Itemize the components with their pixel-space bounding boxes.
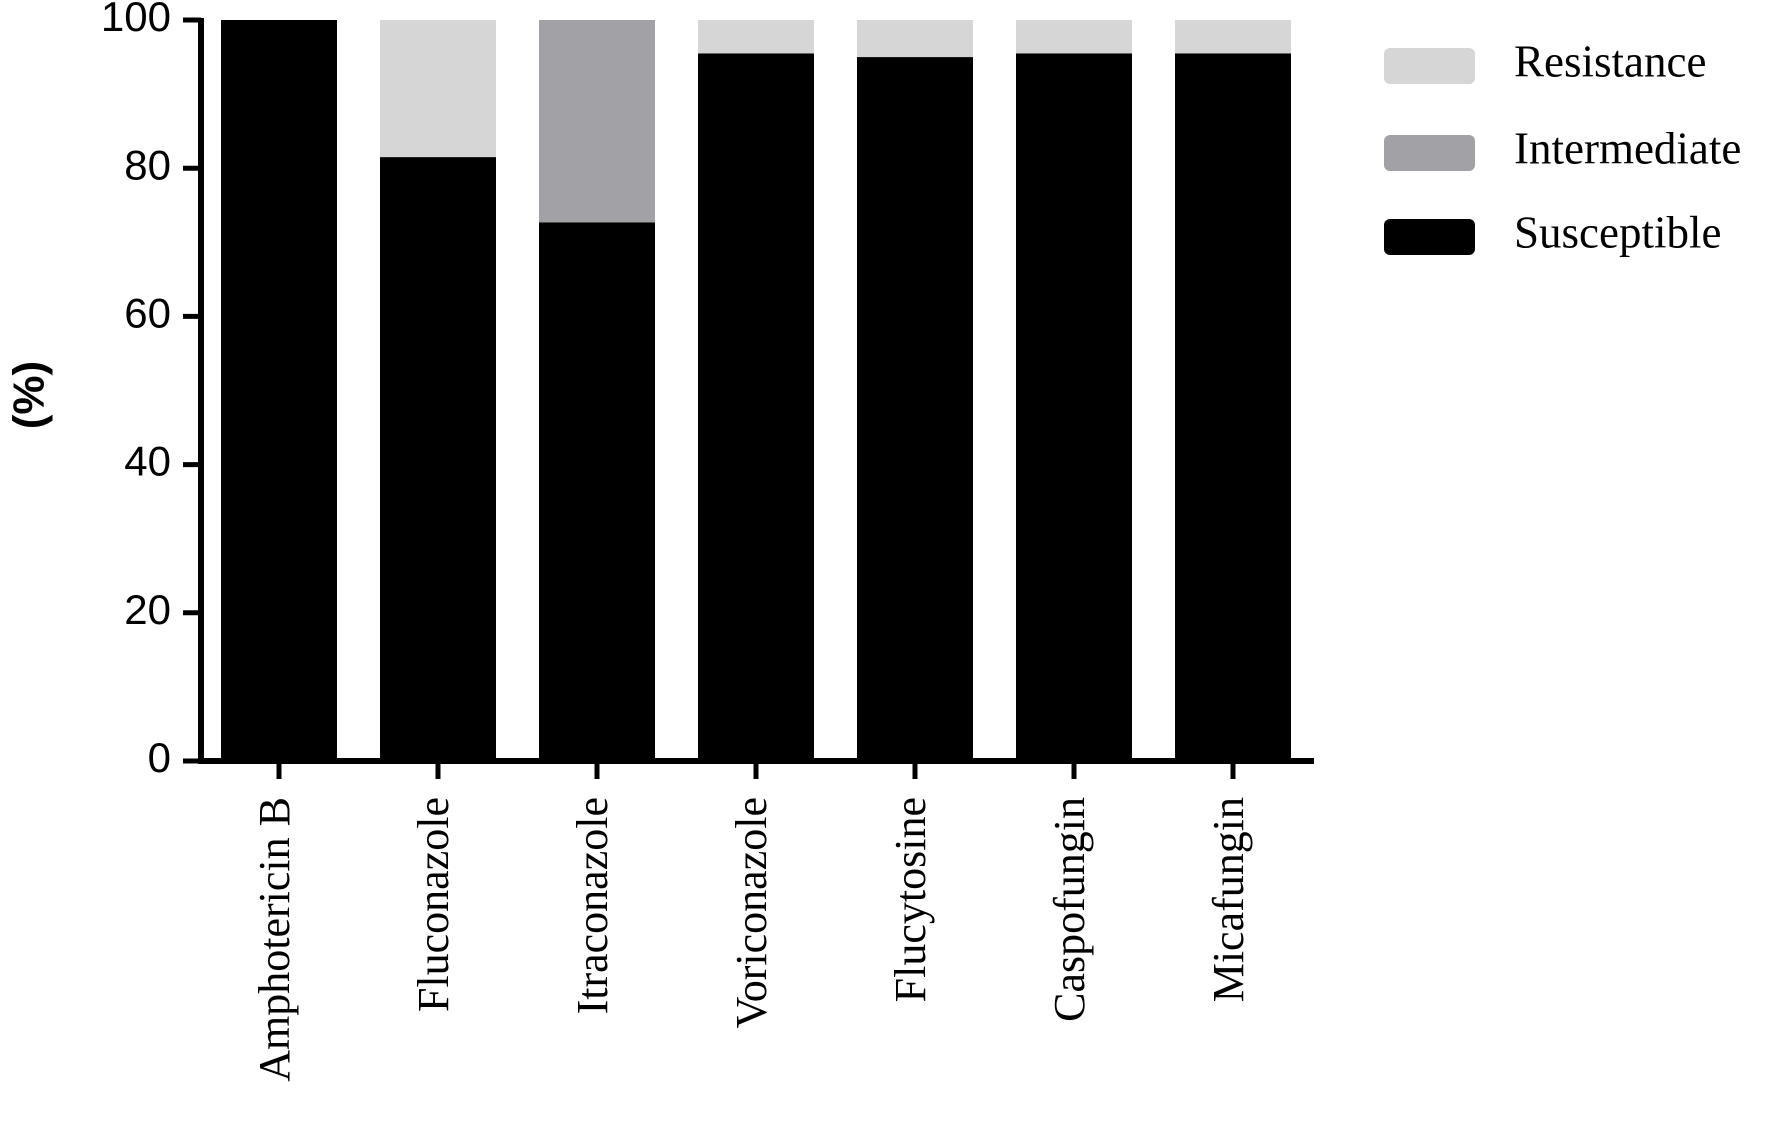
x-tick-label: Flucytosine bbox=[886, 797, 935, 1002]
y-tick-label: 80 bbox=[124, 141, 171, 188]
legend-label: Intermediate bbox=[1514, 123, 1741, 173]
y-tick-label: 40 bbox=[124, 438, 171, 485]
x-tick-label: Fluconazole bbox=[409, 797, 458, 1012]
y-tick-label: 0 bbox=[148, 734, 171, 781]
x-tick-label: Micafungin bbox=[1204, 797, 1253, 1002]
bar-segment bbox=[221, 20, 337, 761]
legend-swatch bbox=[1384, 48, 1475, 84]
x-tick-label: Itraconazole bbox=[568, 797, 617, 1014]
y-axis-label: (%) bbox=[5, 361, 54, 429]
bar-segment bbox=[857, 57, 973, 762]
bar-segment bbox=[1016, 53, 1132, 762]
bar-segment bbox=[1175, 20, 1291, 54]
y-tick-label: 60 bbox=[124, 289, 171, 336]
x-tick-label: Amphotericin B bbox=[250, 797, 299, 1082]
legend-label: Resistance bbox=[1514, 36, 1706, 86]
legend-swatch bbox=[1384, 219, 1475, 255]
y-tick-label: 100 bbox=[101, 0, 171, 40]
bar-segment bbox=[1175, 53, 1291, 762]
bar-segment bbox=[1016, 20, 1132, 54]
legend-label: Susceptible bbox=[1514, 207, 1721, 257]
bar-segment bbox=[698, 53, 814, 762]
legend-swatch bbox=[1384, 135, 1475, 171]
bar-segment bbox=[539, 222, 655, 762]
bar-segment bbox=[380, 157, 496, 761]
bar-segment bbox=[857, 20, 973, 58]
x-tick-label: Voriconazole bbox=[727, 797, 776, 1028]
bar-segment bbox=[539, 20, 655, 223]
y-tick-label: 20 bbox=[124, 586, 171, 633]
x-tick-label: Caspofungin bbox=[1045, 797, 1094, 1022]
bar-segment bbox=[380, 20, 496, 158]
bar-segment bbox=[698, 20, 814, 54]
